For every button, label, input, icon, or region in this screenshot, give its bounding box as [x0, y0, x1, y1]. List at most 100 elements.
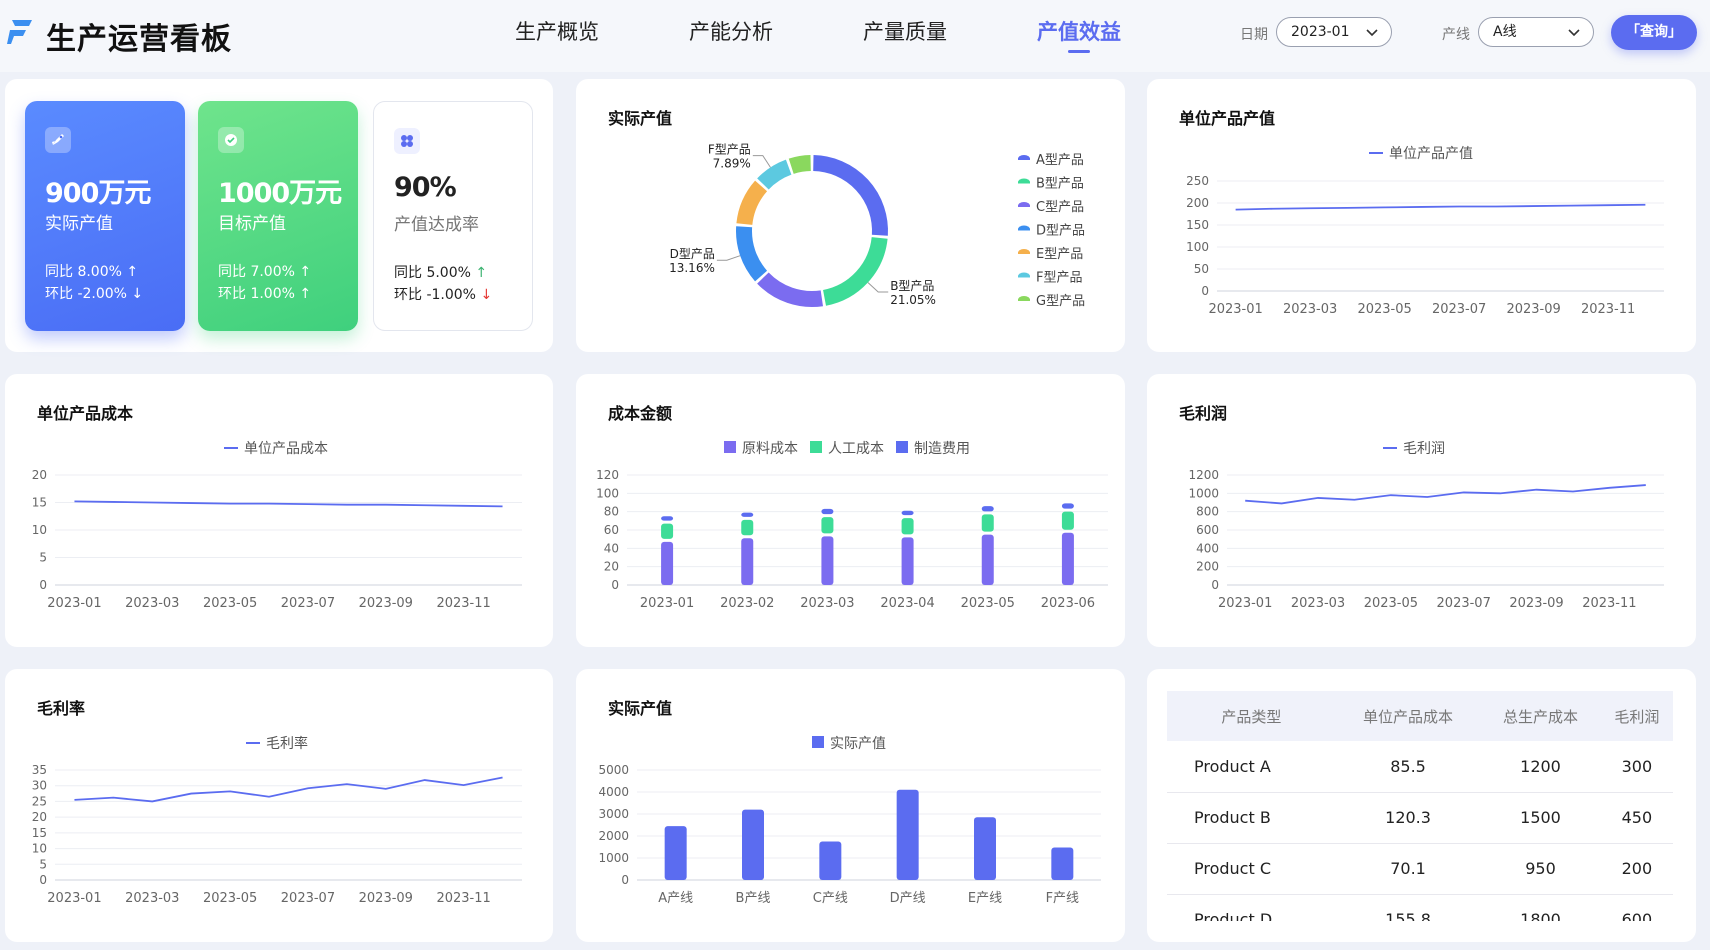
col-total-cost[interactable]: 总生产成本: [1480, 691, 1601, 741]
col-product-type[interactable]: 产品类型: [1167, 691, 1336, 741]
kpi-yoy: 同比 5.00% ↑: [394, 265, 488, 281]
table-row[interactable]: Product C 70.1 950 200: [1167, 843, 1673, 895]
legend-swatch: [1018, 299, 1030, 301]
nav-production-overview[interactable]: 生产概览: [515, 20, 599, 44]
card-title: 单位产品成本: [37, 404, 134, 423]
x-tick-label: 2023-05: [203, 891, 257, 906]
cell: Product D: [1167, 894, 1336, 921]
bar: [981, 506, 994, 512]
y-tick-label: 25: [32, 794, 47, 808]
legend-swatch: [812, 736, 824, 748]
product-table-card: 产品类型 单位产品成本 总生产成本 毛利润 Product A 85.5 120…: [1147, 669, 1696, 942]
line-select[interactable]: A线: [1478, 17, 1594, 47]
legend-label: D型产品: [1036, 224, 1085, 239]
kpi-mom: 环比 -1.00% ↓: [394, 287, 493, 303]
line-value-chart: 0 1000 2000 3000 4000 5000 实际产值 A产线 B产线 C产线 D产线 E产线…: [598, 736, 1101, 906]
y-tick-label: 0: [621, 873, 629, 887]
legend-swatch: [1018, 228, 1030, 231]
unit-cost-chart: 0 5 10 15 20 单位产品成本 2023-01 2023-03 2023-05 2023-…: [32, 441, 522, 611]
table-row[interactable]: Product B 120.3 1500 450: [1167, 792, 1673, 844]
nav-output-quality[interactable]: 产量质量: [863, 20, 947, 44]
bar: [901, 518, 914, 535]
kpi-yoy: 同比 8.00% ↑: [45, 264, 139, 280]
x-tick-label: C产线: [813, 891, 848, 906]
y-tick-label: 4000: [598, 785, 629, 799]
x-tick-label: 2023-11: [436, 891, 490, 906]
card-title: 实际产值: [608, 109, 673, 128]
date-value: 2023-01: [1291, 24, 1350, 40]
x-tick-label: 2023-05: [961, 596, 1015, 611]
pie-label-pct: 21.05%: [890, 293, 936, 307]
y-tick-label: 5000: [598, 763, 629, 777]
legend-label: E型产品: [1036, 247, 1083, 262]
bar: [901, 510, 914, 516]
legend-swatch: [1018, 181, 1030, 184]
bar: [742, 809, 764, 880]
card-title: 单位产品产值: [1179, 109, 1276, 128]
bar: [741, 538, 754, 585]
legend-label: 单位产品成本: [244, 441, 328, 457]
series-line: [74, 776, 503, 803]
x-tick-label: F产线: [1046, 891, 1079, 906]
y-tick-label: 20: [32, 468, 47, 482]
y-tick-label: 80: [604, 505, 619, 519]
cell: 85.5: [1335, 741, 1481, 793]
bar: [661, 523, 674, 539]
x-tick-label: 2023-09: [1506, 302, 1560, 317]
kpi-value: 1000万元: [218, 178, 342, 209]
x-tick-label: 2023-02: [720, 596, 774, 611]
product-table: 产品类型 单位产品成本 总生产成本 毛利润 Product A 85.5 120…: [1167, 691, 1673, 921]
pie-leader: [867, 282, 889, 293]
table-header-row: 产品类型 单位产品成本 总生产成本 毛利润: [1167, 691, 1673, 741]
legend-swatch: [896, 441, 908, 453]
table-row[interactable]: Product A 85.5 1200 300: [1167, 741, 1673, 793]
y-tick-label: 150: [1186, 218, 1209, 232]
col-gross-profit[interactable]: 毛利润: [1600, 691, 1673, 741]
date-select[interactable]: 2023-01: [1276, 17, 1392, 47]
actual-value-pie-card: 实际产值 F型产品 7.89% D型产品 13.16% B型产品 21.05% A型产品 B型…: [576, 79, 1125, 352]
cell: Product A: [1167, 741, 1336, 793]
kpi-label: 实际产值: [45, 214, 113, 234]
bar: [901, 537, 914, 585]
x-tick-label: 2023-01: [1218, 596, 1272, 611]
bar: [1061, 511, 1074, 530]
pie-slice: [736, 226, 768, 282]
nav-capacity-analysis[interactable]: 产能分析: [689, 20, 773, 44]
cell: 1500: [1480, 792, 1601, 844]
series-line: [1235, 203, 1646, 211]
table-row[interactable]: Product D 155.8 1800 600: [1167, 894, 1673, 921]
pie-label-name: D型产品: [670, 247, 715, 261]
pie-slice: [757, 272, 823, 307]
y-tick-label: 100: [596, 486, 619, 500]
y-tick-label: 15: [32, 826, 47, 840]
x-tick-label: 2023-06: [1041, 596, 1095, 611]
bar: [1061, 532, 1074, 585]
bar: [974, 817, 996, 880]
x-tick-label: 2023-09: [1509, 596, 1563, 611]
legend-swatch: [1018, 275, 1030, 278]
card-title: 毛利润: [1179, 404, 1228, 423]
x-tick-label: D产线: [890, 891, 926, 906]
bar: [741, 519, 754, 536]
pie-slice: [788, 155, 812, 174]
legend-swatch: [1018, 158, 1030, 160]
pie-slice: [757, 159, 792, 190]
cost-amount-card: 成本金额 0 20 40 60 80 100 120 原料成本 人工成本 制造费用 2023-01 2…: [576, 374, 1125, 647]
cell: 1800: [1480, 894, 1601, 921]
y-tick-label: 120: [596, 468, 619, 482]
y-tick-label: 10: [32, 842, 47, 856]
legend-label: 实际产值: [830, 736, 886, 752]
query-button[interactable]: 「查询」: [1611, 15, 1697, 50]
gross-margin-card: 毛利率 0 5 10 15 20 25 30 35 毛利率 2023-01 2023-03 2023-…: [5, 669, 553, 942]
cell: 70.1: [1335, 843, 1481, 895]
cell: 450: [1600, 792, 1673, 844]
y-tick-label: 1000: [598, 851, 629, 865]
col-unit-cost[interactable]: 单位产品成本: [1335, 691, 1481, 741]
x-tick-label: 2023-07: [281, 596, 335, 611]
y-tick-label: 15: [32, 496, 47, 510]
line-label: 产线: [1442, 27, 1470, 43]
nav-value-benefit[interactable]: 产值效益: [992, 0, 1166, 72]
unit-value-card: 单位产品产值 0 50 100 150 200 250 单位产品产值 2023-01 2023-…: [1147, 79, 1696, 352]
y-tick-label: 5: [39, 551, 47, 565]
x-tick-label: 2023-05: [203, 596, 257, 611]
